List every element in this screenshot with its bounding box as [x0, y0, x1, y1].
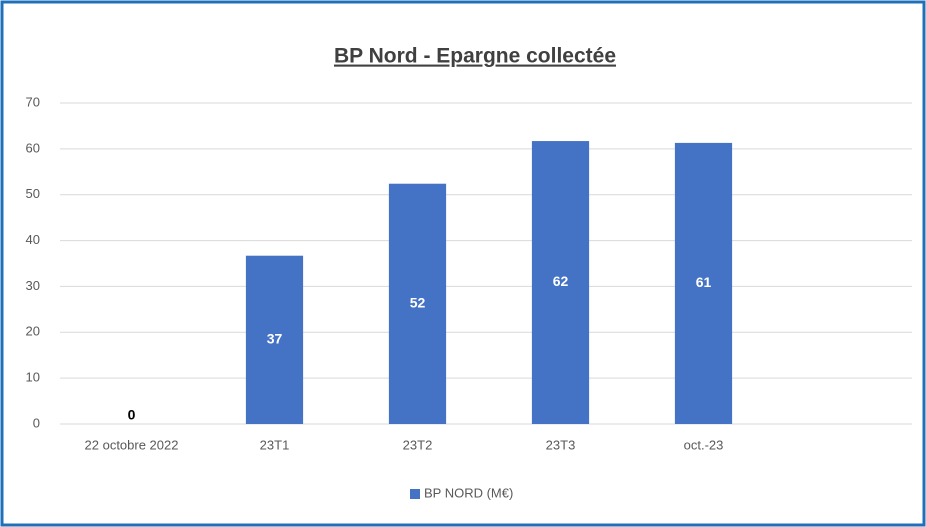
legend-label: BP NORD (M€) — [424, 485, 513, 500]
data-label: 62 — [553, 273, 569, 289]
bar — [388, 183, 447, 424]
x-tick-label: 23T1 — [260, 437, 290, 452]
y-tick-label: 20 — [26, 324, 40, 339]
x-tick-label: 23T2 — [403, 437, 433, 452]
chart-title: BP Nord - Epargne collectée — [334, 45, 616, 68]
y-tick-label: 60 — [26, 140, 40, 155]
legend-swatch — [410, 489, 420, 499]
data-label: 61 — [696, 274, 712, 290]
bar — [674, 142, 733, 424]
y-tick-label: 0 — [33, 415, 40, 430]
x-tick-label: 23T3 — [546, 437, 576, 452]
bar — [245, 255, 304, 424]
y-tick-label: 40 — [26, 232, 40, 247]
y-tick-label: 50 — [26, 186, 40, 201]
data-label: 0 — [128, 407, 136, 423]
x-tick-label: 22 octobre 2022 — [85, 437, 179, 452]
y-tick-label: 70 — [26, 94, 40, 109]
y-tick-label: 10 — [26, 370, 40, 385]
data-label: 37 — [267, 331, 283, 347]
data-label: 52 — [410, 295, 426, 311]
y-tick-label: 30 — [26, 278, 40, 293]
bar — [531, 141, 590, 424]
x-tick-label: oct.-23 — [684, 437, 724, 452]
